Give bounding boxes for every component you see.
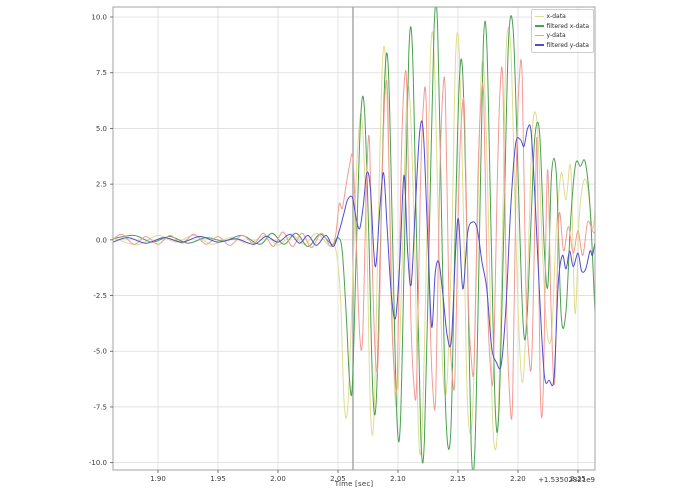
x-axis-label: Time [sec] <box>334 480 374 488</box>
legend-item-x-data: x-data <box>534 13 589 20</box>
x-tick-label: 1.95 <box>210 475 226 483</box>
legend-line-swatch-filtered-y-data <box>534 44 544 46</box>
series-line-y-data <box>113 59 595 420</box>
y-tick-label: -2.5 <box>93 292 107 300</box>
y-tick-label: -10.0 <box>89 459 107 467</box>
y-tick-label: 5.0 <box>96 125 107 133</box>
legend: x-data filtered x-data y-data filtered y… <box>530 9 594 53</box>
x-tick-label: 2.25 <box>570 475 586 483</box>
x-tick-label: 2.15 <box>450 475 466 483</box>
legend-item-filtered-x-data: filtered x-data <box>534 22 589 30</box>
y-tick-label: -7.5 <box>93 403 107 411</box>
y-tick-label: 10.0 <box>91 14 107 22</box>
series-line-filtered-y-data <box>113 120 595 387</box>
y-tick-label: 2.5 <box>96 181 107 189</box>
legend-line-swatch-y-data <box>534 34 544 37</box>
x-tick-label: 2.20 <box>510 475 526 483</box>
x-tick-label: 2.05 <box>330 475 346 483</box>
legend-item-y-data: y-data <box>534 32 589 39</box>
x-tick-label: 1.90 <box>150 475 166 483</box>
legend-label-x-data: x-data <box>546 13 566 20</box>
legend-label-filtered-x-data: filtered x-data <box>546 22 589 30</box>
plot-border <box>112 6 596 471</box>
legend-line-swatch-x-data <box>534 15 544 18</box>
legend-line-swatch-filtered-x-data <box>534 25 544 27</box>
y-tick-label: -5.0 <box>93 348 107 356</box>
legend-item-filtered-y-data: filtered y-data <box>534 41 589 49</box>
x-tick-label: 2.10 <box>390 475 406 483</box>
y-tick-label: 0.0 <box>96 236 107 244</box>
series-line-x-data <box>113 26 595 456</box>
legend-label-y-data: y-data <box>546 32 566 39</box>
x-axis-offset-text: +1.53502821e9 <box>538 476 595 484</box>
series-line-filtered-x-data <box>113 7 595 470</box>
y-tick-label: 7.5 <box>96 69 107 77</box>
x-tick-label: 2.00 <box>270 475 286 483</box>
legend-label-filtered-y-data: filtered y-data <box>546 41 589 49</box>
